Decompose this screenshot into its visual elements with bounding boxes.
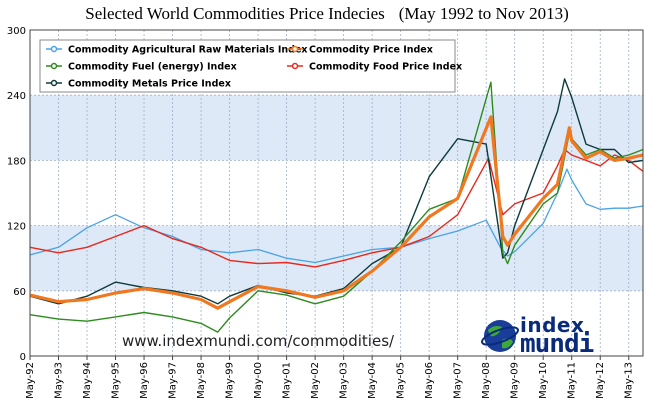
y-tick-label-0: 0 (20, 352, 26, 363)
legend: Commodity Agricultural Raw Materials Ind… (39, 39, 462, 93)
x-tick-label-May-94: May-94 (82, 362, 93, 399)
x-tick-label-May-01: May-01 (282, 362, 293, 399)
x-tick-label-May-92: May-92 (25, 362, 36, 399)
series-line-commodity-metals-price-index (29, 78, 644, 305)
series-lines (29, 78, 644, 333)
x-tick-label-May-10: May-10 (538, 362, 549, 399)
x-tick-label-May-03: May-03 (339, 362, 350, 399)
y-tick-label-60: 60 (13, 287, 26, 298)
x-tick-label-May-93: May-93 (54, 362, 65, 399)
x-tick-label-May-08: May-08 (481, 362, 492, 399)
band-180 (30, 95, 643, 161)
x-tick-labels: May-92 May-93 May-94 May-95 May-96 May-97 May-… (25, 356, 635, 399)
legend-box (39, 39, 456, 93)
x-tick-label-May-00: May-00 (253, 362, 264, 399)
x-tick-label-May-09: May-09 (510, 362, 521, 399)
x-tick-label-May-13: May-13 (624, 362, 635, 399)
plot-frame (29, 29, 644, 357)
source-watermark: www.indexmundi.com/commodities/ (122, 332, 394, 350)
y-tick-label-180: 180 (7, 156, 26, 167)
x-tick-label-May-12: May-12 (595, 362, 606, 399)
globe-icon (481, 320, 519, 352)
legend-label-commodity-metals-price-index: Commodity Metals Price Index (68, 79, 231, 90)
logo-word-mundi: mundi (520, 329, 594, 359)
axes (29, 29, 644, 357)
chart-title: Selected World Commodities Price Indecie… (0, 4, 654, 24)
chart-title-main: Selected World Commodities Price Indecie… (85, 4, 385, 23)
series-line-commodity-price-index (29, 115, 644, 310)
x-tick-label-May-99: May-99 (225, 362, 236, 399)
x-tick-label-May-11: May-11 (567, 362, 578, 399)
legend-marker-commodity-agricultural-raw-materials-index (50, 45, 58, 53)
legend-label-commodity-fuel-energy-index: Commodity Fuel (energy) Index (68, 62, 237, 73)
x-tick-label-May-04: May-04 (367, 362, 378, 399)
watermark-site: www.indexmundi.com (122, 332, 288, 350)
x-tick-label-May-02: May-02 (310, 362, 321, 399)
watermark-path: /commodities/ (287, 332, 395, 350)
x-tick-label-May-97: May-97 (168, 362, 179, 399)
x-tick-label-May-07: May-07 (453, 362, 464, 399)
legend-marker-commodity-fuel-energy-index (50, 62, 58, 70)
y-tick-labels: 0 60 120 180 240 300 (7, 26, 26, 363)
legend-marker-commodity-food-price-index (291, 62, 299, 70)
legend-label-commodity-agricultural-raw-materials-index: Commodity Agricultural Raw Materials Ind… (68, 45, 308, 56)
series-line-commodity-food-price-index (29, 148, 644, 268)
x-tick-label-May-95: May-95 (111, 362, 122, 399)
x-tick-label-May-98: May-98 (196, 362, 207, 399)
legend-label-commodity-food-price-index: Commodity Food Price Index (309, 62, 462, 73)
y-tick-label-120: 120 (7, 222, 26, 233)
background-bands (30, 95, 643, 291)
x-tick-label-May-05: May-05 (396, 362, 407, 399)
x-tick-label-May-06: May-06 (424, 362, 435, 399)
x-tick-label-May-96: May-96 (139, 362, 150, 399)
chart-title-range: (May 1992 to Nov 2013) (398, 4, 569, 23)
y-tick-label-300: 300 (7, 26, 26, 37)
legend-marker-commodity-price-index (291, 45, 299, 53)
logo-word-index: index (520, 313, 585, 337)
legend-label-commodity-price-index: Commodity Price Index (309, 45, 433, 56)
legend-marker-commodity-metals-price-index (50, 79, 58, 87)
y-tick-label-240: 240 (7, 91, 26, 102)
indexmundi-logo: index mundi (480, 313, 620, 359)
